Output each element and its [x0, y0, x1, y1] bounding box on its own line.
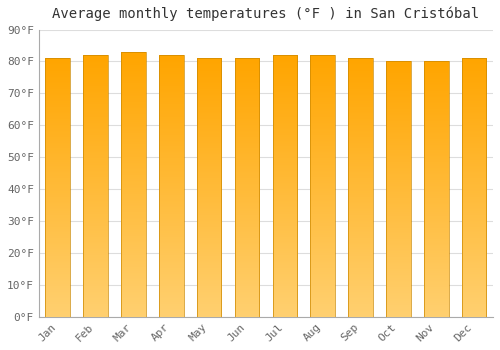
- Bar: [272, 55, 297, 317]
- Bar: [159, 55, 184, 317]
- Bar: [121, 52, 146, 317]
- Bar: [197, 58, 222, 317]
- Bar: [386, 62, 410, 317]
- Bar: [424, 62, 448, 317]
- Bar: [348, 58, 373, 317]
- Bar: [46, 58, 70, 317]
- Bar: [84, 55, 108, 317]
- Bar: [310, 55, 335, 317]
- Title: Average monthly temperatures (°F ) in San Cristóbal: Average monthly temperatures (°F ) in Sa…: [52, 7, 480, 21]
- Bar: [462, 58, 486, 317]
- Bar: [234, 58, 260, 317]
